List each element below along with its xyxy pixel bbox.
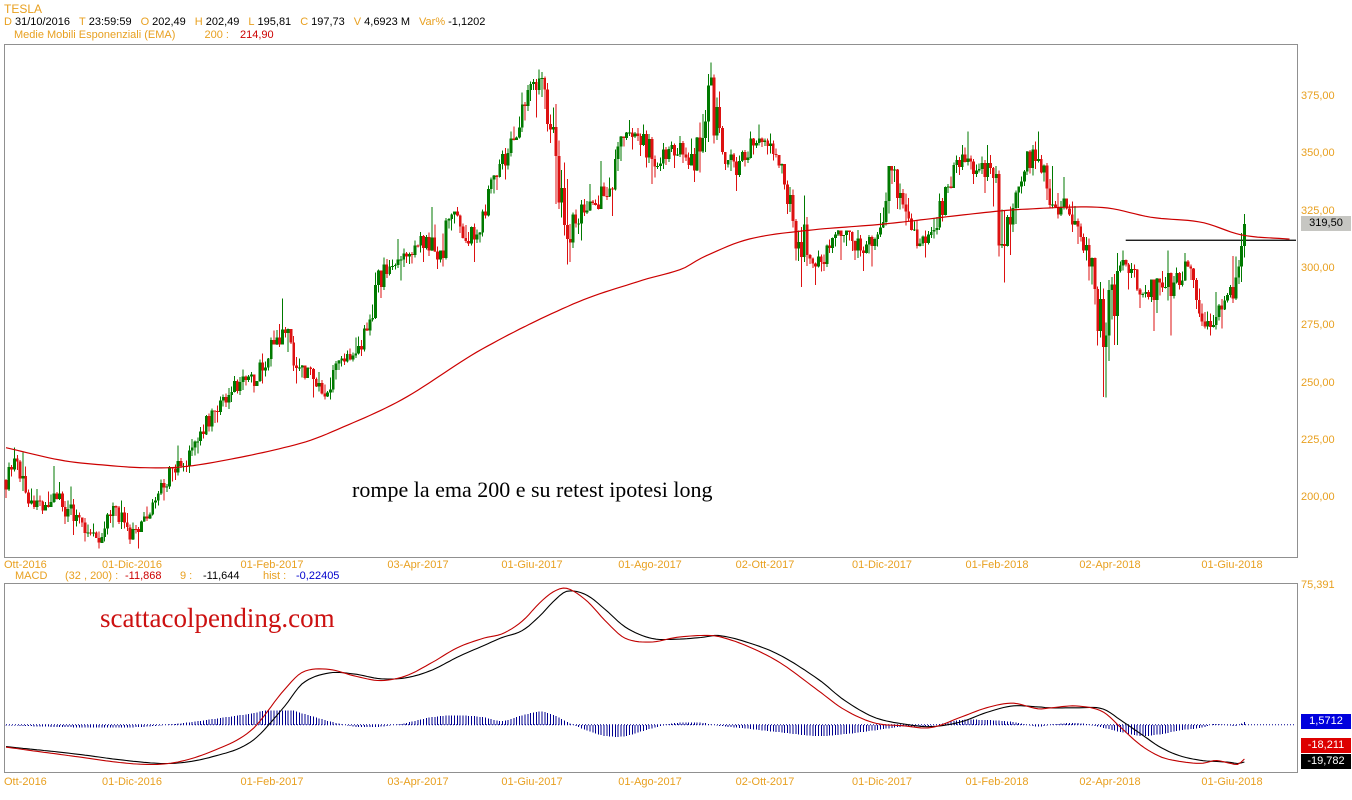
macd-signal-label: 9 :	[180, 570, 193, 582]
segment-label: V	[353, 16, 362, 28]
macd-legend-row: MACD (32 , 200) : -11,868 9 : -11,644 hi…	[0, 570, 1352, 583]
price-tick-label: 350,00	[1301, 147, 1335, 160]
segment-label: O	[140, 16, 150, 28]
price-tick-label: 275,00	[1301, 319, 1335, 332]
date-tick-label: 01-Feb-2018	[965, 559, 1029, 571]
macd-value-badge-macd: -18,211	[1301, 737, 1351, 753]
ohlc-segment-v: V 4,6923 M	[354, 16, 410, 28]
candlestick-series	[4, 62, 1246, 549]
date-axis-bottom: Ott-2016 01-Dic-2016 01-Feb-2017 03-Apr-201…	[4, 776, 1297, 789]
segment-label: T	[79, 16, 86, 28]
last-price-badge: 319,50	[1301, 216, 1351, 232]
ohlc-segment-d: D 31/10/2016	[4, 16, 70, 28]
macd-params-label: (32 , 200) :	[65, 570, 119, 582]
price-tick-label: 250,00	[1301, 376, 1335, 389]
date-tick-label: 02-Apr-2018	[1079, 776, 1141, 788]
ema-period-label: 200 :	[204, 29, 229, 41]
price-tick-label: 325,00	[1301, 204, 1335, 217]
ema-legend-name: Medie Mobili Esponenziali (EMA)	[14, 29, 176, 41]
date-tick-label: Ott-2016	[4, 559, 47, 571]
segment-value: 202,49	[152, 16, 186, 28]
watermark-text: scattacolpending.com	[100, 603, 335, 633]
macd-value-badge-signal: -19,782	[1301, 753, 1351, 769]
date-tick-label: 03-Apr-2017	[387, 776, 449, 788]
date-tick-label: 01-Dic-2017	[852, 559, 912, 571]
date-tick-label: 02-Ott-2017	[735, 776, 795, 788]
ema-value: 214,90	[240, 29, 274, 41]
segment-value: 31/10/2016	[14, 16, 71, 28]
date-tick-label: 01-Dic-2016	[102, 559, 162, 571]
segment-value: -1,1202	[448, 16, 486, 28]
macd-hist-value: -0,22405	[296, 570, 340, 582]
segment-label: D	[4, 16, 12, 28]
segment-label: C	[300, 16, 309, 28]
price-axis: 375,00 350,00 325,00 300,00 275,00 250,00 225,…	[1301, 44, 1352, 558]
macd-axis: 75,391 1,5712 -18,211 -19,782	[1301, 579, 1352, 773]
date-tick-label: 01-Feb-2017	[240, 776, 304, 788]
price-tick-label: 225,00	[1301, 433, 1335, 446]
date-tick-label: 01-Dic-2016	[102, 776, 162, 788]
macd-top-tick-label: 75,391	[1301, 579, 1335, 591]
ema200-line	[5, 206, 1290, 469]
date-tick-label: 01-Feb-2017	[240, 559, 304, 571]
signal-line	[5, 590, 1245, 765]
price-tick-label: 300,00	[1301, 261, 1335, 274]
segment-label: H	[194, 16, 203, 28]
macd-name: MACD	[15, 570, 48, 582]
price-tick-label: 375,00	[1301, 90, 1335, 102]
date-axis-top: Ott-2016 01-Dic-2016 01-Feb-2017 03-Apr-201…	[4, 559, 1297, 572]
ohlc-segment-h: H 202,49	[195, 16, 240, 28]
segment-value: 4,6923 M	[364, 16, 411, 28]
date-tick-label: 01-Dic-2017	[852, 776, 912, 788]
macd-value: -11,868	[125, 570, 162, 582]
date-tick-label: 01-Giu-2017	[501, 559, 563, 571]
ohlc-segment-o: O 202,49	[141, 16, 186, 28]
segment-value: 195,81	[257, 16, 292, 28]
date-tick-label: Ott-2016	[4, 776, 47, 788]
annotation-text: rompe la ema 200 e su retest ipotesi lon…	[352, 477, 712, 502]
date-tick-label: 01-Ago-2017	[618, 776, 682, 788]
date-tick-label: 01-Feb-2018	[965, 776, 1029, 788]
date-tick-label: 01-Giu-2018	[1201, 776, 1263, 788]
date-tick-label: 01-Giu-2018	[1201, 559, 1263, 571]
segment-label: L	[248, 16, 255, 28]
ema-legend-row: Medie Mobili Esponenziali (EMA) 200 : 21…	[14, 29, 274, 41]
date-tick-label: 02-Ott-2017	[735, 559, 795, 571]
ohlc-segment-l: L 195,81	[248, 16, 291, 28]
segment-value: 202,49	[205, 16, 240, 28]
date-tick-label: 02-Apr-2018	[1079, 559, 1141, 571]
price-chart-canvas[interactable]: rompe la ema 200 e su retest ipotesi lon…	[4, 44, 1298, 558]
macd-line	[5, 587, 1245, 766]
macd-chart-canvas[interactable]: scattacolpending.com	[4, 583, 1298, 773]
symbol-title: TESLA	[4, 2, 43, 16]
ohlc-segment-c: C 197,73	[300, 16, 345, 28]
date-tick-label: 01-Ago-2017	[618, 559, 682, 571]
segment-value: 197,73	[311, 16, 345, 28]
price-tick-label: 200,00	[1301, 491, 1335, 504]
date-tick-label: 03-Apr-2017	[387, 559, 449, 571]
macd-value-badge-hist: 1,5712	[1301, 713, 1351, 729]
ohlc-segment-t: T 23:59:59	[79, 16, 132, 28]
date-tick-label: 01-Giu-2017	[501, 776, 563, 788]
ohlc-info-row: D 31/10/2016 T 23:59:59 O 202,49 H 202,49 L 195,8…	[4, 16, 494, 28]
macd-signal-value: -11,644	[203, 570, 240, 582]
segment-label: Var%	[419, 16, 446, 28]
segment-value: 23:59:59	[88, 16, 132, 28]
macd-hist-label: hist :	[263, 570, 287, 582]
ohlc-segment-varpct: Var% -1,1202	[419, 16, 485, 28]
macd-histogram	[5, 710, 1245, 737]
